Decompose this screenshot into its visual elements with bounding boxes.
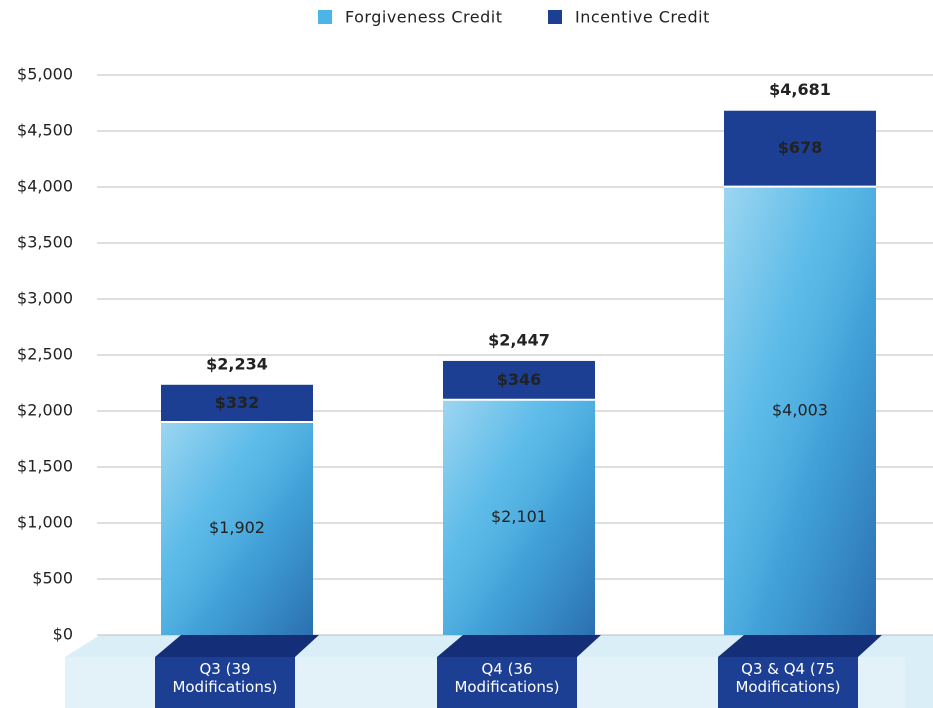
y-tick-label: $4,500: [17, 121, 73, 140]
y-tick-label: $1,000: [17, 513, 73, 532]
category-tab-top: [437, 635, 601, 657]
y-tick-label: $3,500: [17, 233, 73, 252]
x-tick-label: Q3 & Q4 (75 Modifications): [723, 660, 853, 696]
y-tick-label: $2,500: [17, 345, 73, 364]
category-tab-top: [718, 635, 882, 657]
x-tick-label: Q3 (39 Modifications): [160, 660, 290, 696]
category-tab-top: [155, 635, 319, 657]
value-label: $346: [497, 370, 542, 389]
y-tick-label: $1,500: [17, 457, 73, 476]
y-tick-label: $500: [32, 569, 73, 588]
value-label: $678: [778, 138, 823, 157]
y-tick-label: $3,000: [17, 289, 73, 308]
total-label: $4,681: [769, 80, 831, 99]
chart: $0 $500 $1,000 $1,500 $2,000 $2,500 $3,000 $3,5…: [0, 0, 933, 708]
value-label: $1,902: [209, 518, 265, 537]
y-tick-label: $0: [53, 625, 73, 644]
value-label: $2,101: [491, 507, 547, 526]
y-tick-label: $4,000: [17, 177, 73, 196]
x-tick-label: Q4 (36 Modifications): [442, 660, 572, 696]
legend-label: Forgiveness Credit: [345, 8, 503, 27]
value-label: $332: [215, 393, 260, 412]
legend-label: Incentive Credit: [575, 8, 710, 27]
total-label: $2,234: [206, 354, 268, 373]
total-label: $2,447: [488, 330, 550, 349]
y-tick-label: $2,000: [17, 401, 73, 420]
legend-swatch: [548, 10, 562, 24]
chart-svg: $0 $500 $1,000 $1,500 $2,000 $2,500 $3,000 $3,5…: [0, 0, 933, 708]
y-tick-label: $5,000: [17, 65, 73, 84]
value-label: $4,003: [772, 400, 828, 419]
legend-swatch: [318, 10, 332, 24]
